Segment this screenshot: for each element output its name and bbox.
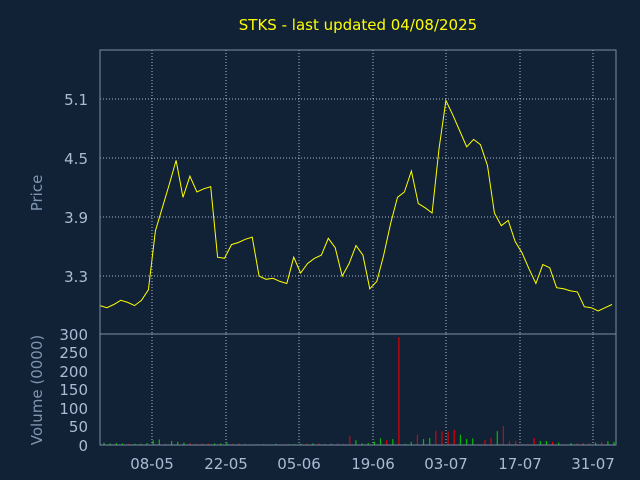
- x-tick-label: 03-07: [424, 455, 468, 473]
- volume-grid: [151, 334, 594, 445]
- price-y-tick-label: 300: [59, 326, 88, 344]
- volume-y-tick-label: 250: [59, 344, 88, 362]
- price-y-tick-labels: 5.1 4.5 3.9 3.3 300: [59, 91, 88, 344]
- x-tick-label: 05-06: [277, 455, 321, 473]
- price-axis-label: Price: [28, 175, 46, 212]
- volume-y-tick-label: 0: [78, 437, 88, 455]
- volume-panel-frame: [99, 333, 617, 446]
- x-tick-label: 17-07: [498, 455, 542, 473]
- volume-y-tick-label: 100: [59, 400, 88, 418]
- price-panel: 5.1 4.5 3.9 3.3 300 Price: [28, 49, 617, 344]
- volume-y-tick-label: 150: [59, 381, 88, 399]
- volume-bars: [103, 337, 615, 445]
- x-axis-tick-labels: 08-05 22-05 05-06 19-06 03-07 17-07 31-07: [130, 455, 615, 473]
- x-tick-label: 19-06: [351, 455, 395, 473]
- price-grid: [100, 50, 616, 334]
- x-tick-label: 08-05: [130, 455, 174, 473]
- volume-y-tick-label: 50: [69, 418, 88, 436]
- x-tick-label: 31-07: [571, 455, 615, 473]
- price-y-tick-label: 4.5: [64, 150, 88, 168]
- chart-title: STKS - last updated 04/08/2025: [239, 16, 477, 34]
- volume-axis-label: Volume (0000): [28, 335, 46, 445]
- price-y-tick-label: 3.9: [64, 209, 88, 227]
- volume-y-tick-label: 200: [59, 363, 88, 381]
- x-tick-label: 22-05: [204, 455, 248, 473]
- price-line: [99, 98, 613, 312]
- price-panel-frame: [99, 49, 617, 335]
- price-y-tick-label: 3.3: [64, 268, 88, 286]
- price-y-tick-label: 5.1: [64, 91, 88, 109]
